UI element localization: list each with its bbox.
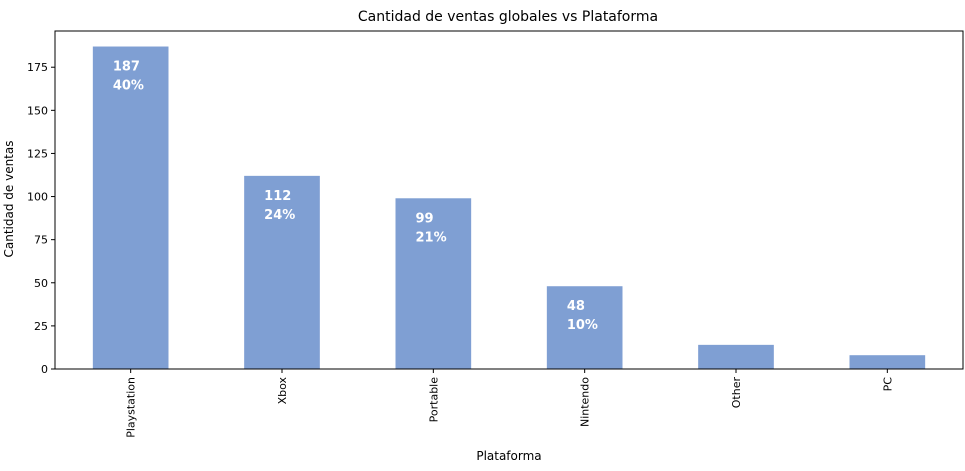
x-tick-label: Other bbox=[730, 377, 743, 409]
y-tick-label: 25 bbox=[34, 320, 48, 333]
plot-frame bbox=[54, 30, 964, 370]
y-tick-label: 175 bbox=[27, 61, 48, 74]
bar-pc bbox=[849, 355, 926, 369]
y-tick-label: 50 bbox=[34, 277, 48, 290]
chart-title: Cantidad de ventas globales vs Plataform… bbox=[358, 9, 658, 25]
y-tick-label: 0 bbox=[41, 363, 48, 376]
y-tick-label: 125 bbox=[27, 147, 48, 160]
bar-percent-label: 21% bbox=[416, 230, 447, 245]
bars-group bbox=[92, 46, 926, 369]
bar-nintendo bbox=[546, 286, 623, 369]
x-axis: Playstation Xbox Portable Nintendo Other PC bbox=[125, 369, 894, 438]
bar-playstation bbox=[92, 46, 169, 369]
y-axis: 0 25 50 75 100 125 150 175 bbox=[27, 61, 55, 376]
x-tick-label: Playstation bbox=[125, 377, 138, 438]
y-tick-label: 150 bbox=[27, 104, 48, 117]
x-tick-label: Portable bbox=[427, 377, 440, 423]
x-tick-label: Nintendo bbox=[579, 377, 592, 427]
bar-value-label: 48 bbox=[567, 299, 585, 314]
bar-labels-group: 187 40% 112 24% 99 21% 48 10% bbox=[113, 60, 598, 334]
bar-other bbox=[698, 344, 774, 369]
bar-percent-label: 10% bbox=[567, 318, 598, 333]
y-tick-label: 100 bbox=[27, 191, 48, 204]
bar-value-label: 99 bbox=[416, 211, 434, 226]
bar-percent-label: 24% bbox=[264, 208, 295, 223]
x-axis-label: Plataforma bbox=[476, 449, 541, 463]
bar-value-label: 187 bbox=[113, 60, 140, 75]
x-tick-label: PC bbox=[881, 377, 894, 392]
y-tick-label: 75 bbox=[34, 234, 48, 247]
bar-portable bbox=[395, 198, 472, 369]
bar-value-label: 112 bbox=[264, 189, 291, 204]
x-tick-label: Xbox bbox=[276, 377, 289, 405]
bar-percent-label: 40% bbox=[113, 79, 144, 94]
bar-xbox bbox=[244, 175, 320, 369]
y-axis-label: Cantidad de ventas bbox=[2, 141, 16, 258]
